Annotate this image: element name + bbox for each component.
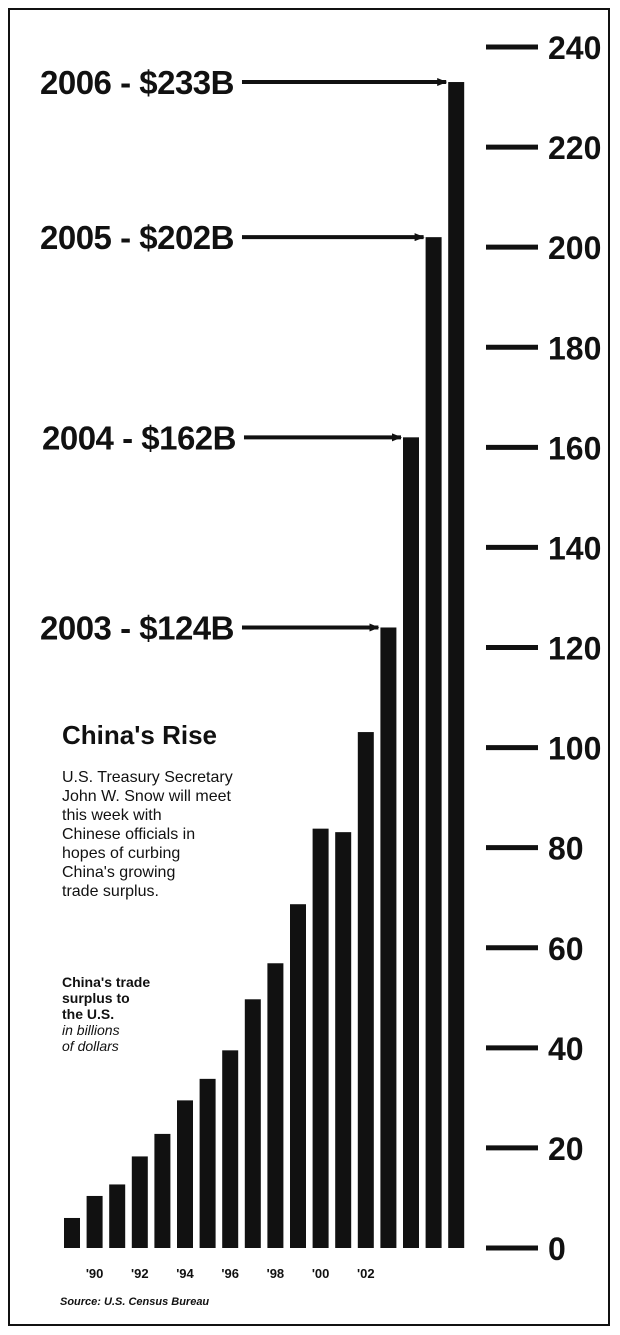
subtitle-line: surplus to — [62, 990, 130, 1006]
x-tick-label: '02 — [357, 1266, 375, 1281]
y-tick-label: 20 — [548, 1131, 584, 1167]
y-tick-label: 200 — [548, 230, 601, 266]
annotation-label: 2003 - $124B — [40, 609, 234, 646]
description-line: this week with — [62, 807, 162, 824]
y-tick-label: 80 — [548, 831, 584, 867]
bar — [222, 1050, 239, 1248]
unit-line: of dollars — [62, 1038, 119, 1054]
description-line: Chinese officials in — [62, 826, 196, 843]
x-tick-label: '98 — [267, 1266, 285, 1281]
description-line: trade surplus. — [62, 883, 159, 900]
y-tick-label: 120 — [548, 631, 601, 667]
subtitle-line: the U.S. — [62, 1006, 115, 1022]
bar — [154, 1133, 171, 1248]
x-tick-label: '94 — [176, 1266, 194, 1281]
bar — [109, 1184, 126, 1248]
bar — [244, 999, 261, 1248]
y-tick-label: 0 — [548, 1231, 566, 1267]
subtitle-line: China's trade — [62, 974, 151, 990]
y-tick-label: 240 — [548, 30, 601, 66]
y-tick-label: 100 — [548, 731, 601, 767]
chart-source: Source: U.S. Census Bureau — [60, 1296, 210, 1308]
bar — [199, 1078, 216, 1248]
x-tick-label: '96 — [221, 1266, 239, 1281]
bar — [312, 828, 329, 1248]
x-tick-label: '90 — [86, 1266, 104, 1281]
annotation-label: 2006 - $233B — [40, 64, 234, 101]
y-tick-label: 40 — [548, 1031, 584, 1067]
unit-line: in billions — [62, 1022, 120, 1038]
bar — [403, 437, 419, 1248]
bar — [335, 832, 352, 1248]
bar — [131, 1156, 148, 1248]
y-tick-label: 220 — [548, 130, 601, 166]
chart-description: U.S. Treasury Secretary John W. Snow wil… — [62, 768, 312, 901]
y-tick-label: 180 — [548, 330, 601, 366]
bar — [86, 1195, 103, 1248]
chart-title: China's Rise — [62, 720, 218, 750]
bar — [267, 963, 284, 1248]
description-line: U.S. Treasury Secretary — [62, 769, 233, 786]
chart-subtitle: China's trade surplus to the U.S. in bil… — [62, 974, 150, 1054]
bar — [64, 1217, 80, 1248]
y-tick-label: 60 — [548, 931, 584, 967]
x-tick-label: '92 — [131, 1266, 149, 1281]
y-tick-label: 140 — [548, 530, 601, 566]
y-tick-label: 160 — [548, 430, 601, 466]
description-line: John W. Snow will meet — [62, 788, 231, 805]
bar — [380, 627, 397, 1248]
description-line: hopes of curbing — [62, 845, 181, 862]
description-line: China's growing — [62, 864, 176, 881]
annotation-label: 2005 - $202B — [40, 219, 234, 256]
bar — [448, 82, 465, 1248]
annotation-label: 2004 - $162B — [42, 419, 236, 456]
x-tick-label: '00 — [312, 1266, 330, 1281]
bar — [177, 1100, 193, 1248]
bar — [290, 904, 306, 1248]
chart-frame — [8, 8, 610, 1326]
bar — [357, 732, 374, 1248]
bar — [425, 237, 442, 1249]
